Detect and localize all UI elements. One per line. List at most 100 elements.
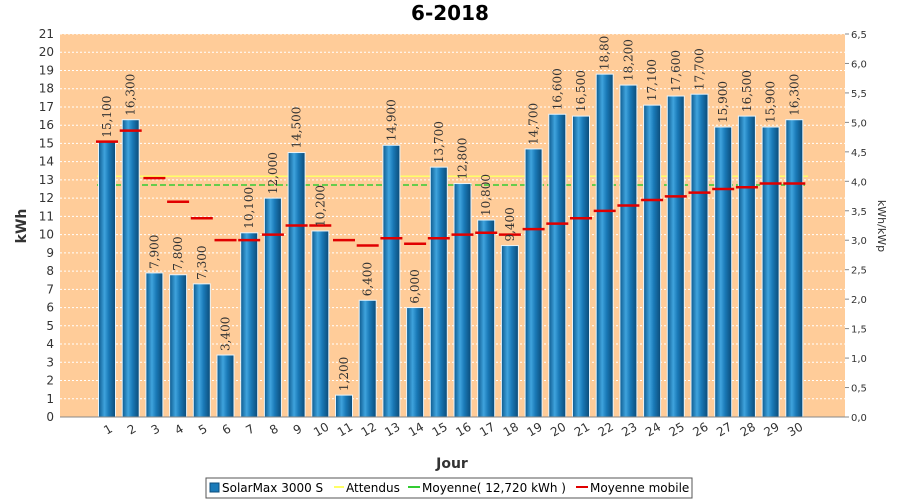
bar — [406, 307, 425, 418]
data-label: 15,900 — [764, 81, 778, 123]
bar — [737, 115, 756, 418]
x-tick-label: 29 — [761, 420, 781, 440]
bar — [192, 283, 211, 418]
legend: SolarMax 3000 S Attendus Moyenne( 12,720… — [205, 477, 693, 499]
x-tick-label: 14 — [406, 420, 426, 440]
y-tick-label: 11 — [39, 209, 54, 223]
x-axis-label: Jour — [435, 456, 468, 472]
y2-tick-label: 2,0 — [851, 295, 867, 306]
x-tick-label: 18 — [501, 420, 521, 440]
data-label: 10,100 — [242, 187, 256, 229]
y-tick-label: 19 — [39, 63, 54, 77]
data-label: 1,200 — [337, 357, 351, 391]
data-label: 16,500 — [574, 70, 588, 112]
data-label: 10,200 — [313, 185, 327, 227]
legend-label-attendus: Attendus — [346, 481, 400, 495]
x-tick-label: 23 — [619, 420, 639, 440]
x-tick-label: 1 — [101, 422, 115, 438]
chart-title: 6-2018 — [411, 1, 489, 25]
x-tick-label: 6 — [220, 422, 234, 438]
y-tick-label: 13 — [39, 173, 54, 187]
y2-tick-label: 3,5 — [851, 207, 867, 218]
data-label: 13,700 — [432, 121, 446, 163]
y2-tick-label: 6,0 — [851, 59, 867, 70]
bar — [666, 95, 685, 418]
data-label: 18,200 — [621, 39, 635, 81]
data-label: 12,000 — [266, 152, 280, 194]
y2-tick-label: 0,5 — [851, 384, 867, 395]
x-tick-label: 2 — [125, 422, 139, 438]
x-tick-label: 15 — [430, 420, 450, 440]
legend-label-mobile: Moyenne mobile — [590, 481, 689, 495]
bar — [714, 126, 733, 418]
plot-area — [60, 34, 845, 417]
x-tick-label: 27 — [714, 420, 734, 440]
data-label: 7,300 — [195, 246, 209, 280]
bar — [477, 219, 496, 418]
y-tick-label: 9 — [46, 246, 54, 260]
x-tick-label: 21 — [572, 420, 592, 440]
data-label: 14,500 — [290, 107, 304, 149]
data-label: 7,800 — [171, 236, 185, 270]
x-tick-label: 28 — [738, 420, 758, 440]
data-label: 9,400 — [503, 207, 517, 241]
y-tick-label: 14 — [39, 155, 54, 169]
y-tick-label: 6 — [46, 301, 54, 315]
y2-tick-label: 5,0 — [851, 118, 867, 129]
data-label: 3,400 — [219, 317, 233, 351]
x-axis-ticks: 1 2 3 4 5 6 7 8 9 10 11 12 13 14 15 16 17 18 19 20 21 22 23 24 2… — [101, 420, 805, 440]
y-tick-label: 18 — [39, 82, 54, 96]
data-label: 6,000 — [408, 269, 422, 303]
y-tick-label: 8 — [46, 264, 54, 278]
y2-axis-ticks: 0,0 0,5 1,0 1,5 2,0 2,5 3,0 3,5 4,0 4,5 5,0 5,5 6,0 6… — [845, 30, 867, 424]
data-label: 6,400 — [361, 262, 375, 296]
x-tick-label: 5 — [196, 422, 210, 438]
bar — [500, 245, 519, 418]
bar — [524, 148, 543, 418]
x-tick-label: 11 — [335, 420, 355, 440]
data-label: 17,600 — [669, 50, 683, 92]
y-tick-label: 3 — [46, 355, 54, 369]
x-tick-label: 19 — [524, 420, 544, 440]
x-tick-label: 25 — [667, 420, 687, 440]
data-label: 16,600 — [550, 68, 564, 110]
data-label: 17,700 — [693, 48, 707, 90]
moving-average-markers — [96, 129, 806, 247]
bar — [121, 119, 140, 418]
y-tick-label: 1 — [46, 392, 54, 406]
y-tick-label: 2 — [46, 374, 54, 388]
y-tick-label: 4 — [46, 337, 54, 351]
x-tick-label: 30 — [785, 420, 805, 440]
legend-label-solarmax: SolarMax 3000 S — [222, 481, 323, 495]
x-tick-label: 13 — [382, 420, 402, 440]
x-tick-label: 26 — [690, 420, 710, 440]
bar — [335, 394, 353, 418]
bar — [145, 272, 164, 418]
y-tick-label: 17 — [39, 100, 54, 114]
bar — [358, 299, 377, 418]
y-tick-label: 10 — [39, 228, 54, 242]
bar — [98, 141, 116, 418]
y-tick-label: 15 — [39, 136, 54, 150]
bar — [595, 73, 614, 418]
y-tick-label: 20 — [39, 45, 54, 59]
y2-tick-label: 3,0 — [851, 236, 867, 247]
data-label: 10,800 — [479, 174, 493, 216]
y2-tick-label: 0,0 — [851, 413, 867, 424]
x-tick-label: 20 — [548, 420, 568, 440]
data-label: 12,800 — [456, 138, 470, 180]
y2-tick-label: 2,5 — [851, 266, 867, 277]
bar — [287, 152, 306, 418]
legend-label-moyenne: Moyenne( 12,720 kWh ) — [422, 481, 566, 495]
x-tick-label: 24 — [643, 420, 663, 440]
bar — [429, 166, 448, 418]
bar — [240, 232, 259, 418]
data-label: 7,900 — [147, 235, 161, 269]
data-label: 16,300 — [124, 74, 138, 116]
y-tick-label: 0 — [46, 410, 54, 424]
y-tick-label: 16 — [39, 118, 54, 132]
y-tick-label: 12 — [39, 191, 54, 205]
x-tick-label: 22 — [596, 420, 616, 440]
